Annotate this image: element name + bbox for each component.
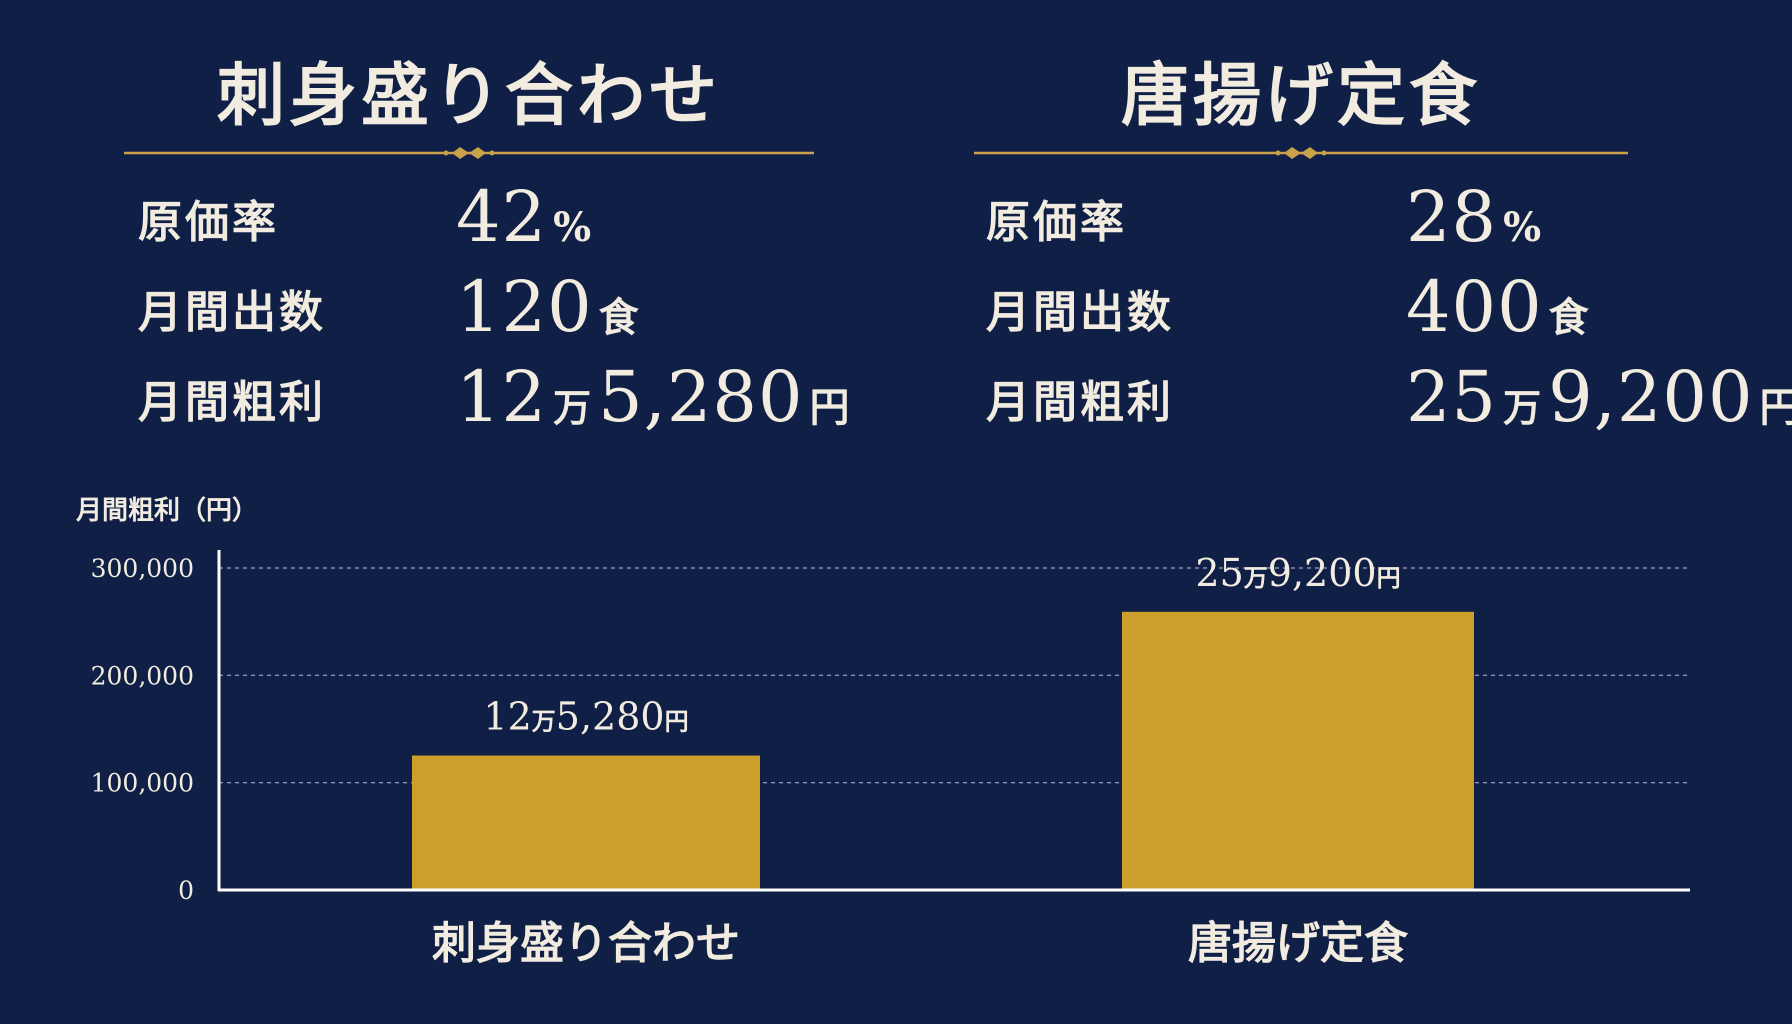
stat-monthly-profit: 月間粗利 12 万5,280 円 — [138, 356, 850, 440]
y-tick-label: 100,000 — [91, 769, 194, 798]
bar-1 — [412, 755, 760, 890]
stat-value: 42% — [456, 176, 593, 258]
profit-bar-chart: 月間粗利（円） 0 100,000 200,000 300,000 12万5,280円刺身… — [0, 480, 1792, 1024]
stat-value: 12 万5,280 円 — [456, 356, 851, 438]
stat-monthly-profit: 月間粗利 25 万9,200 円 — [986, 356, 1792, 440]
stat-label: 月間粗利 — [138, 377, 326, 428]
stat-value: 400 食 — [1406, 266, 1590, 348]
x-category-label: 唐揚げ定食 — [1188, 918, 1409, 969]
stat-value: 25 万9,200 円 — [1406, 356, 1792, 438]
stat-label: 月間出数 — [986, 287, 1174, 338]
stat-monthly-orders: 月間出数 120 食 — [138, 266, 838, 350]
bar-data-label: 25万9,200円 — [1195, 551, 1400, 595]
stat-cost-rate: 原価率 42% — [138, 176, 838, 260]
dish-title: 唐揚げ定食 — [1120, 56, 1481, 136]
stat-label: 原価率 — [986, 197, 1127, 248]
stat-label: 月間出数 — [138, 287, 326, 338]
stat-label: 月間粗利 — [986, 377, 1174, 428]
x-category-label: 刺身盛り合わせ — [432, 918, 740, 969]
stat-cost-rate: 原価率 28% — [986, 176, 1686, 260]
dish-title: 刺身盛り合わせ — [216, 56, 721, 136]
stat-label: 原価率 — [138, 197, 279, 248]
stat-monthly-orders: 月間出数 400 食 — [986, 266, 1686, 350]
y-axis-label: 月間粗利（円） — [75, 496, 258, 526]
stat-value: 120 食 — [456, 266, 640, 348]
ornamental-divider — [974, 143, 1628, 163]
y-tick-label: 0 — [178, 876, 194, 905]
bar-2 — [1122, 611, 1474, 890]
ornamental-divider — [124, 143, 814, 163]
y-tick-label: 300,000 — [91, 554, 194, 583]
y-tick-label: 200,000 — [91, 661, 194, 690]
bar-data-label: 12万5,280円 — [483, 695, 688, 739]
chart-canvas: 月間粗利（円） 0 100,000 200,000 300,000 12万5,280円刺身… — [75, 496, 1690, 969]
stat-value: 28% — [1406, 176, 1543, 258]
